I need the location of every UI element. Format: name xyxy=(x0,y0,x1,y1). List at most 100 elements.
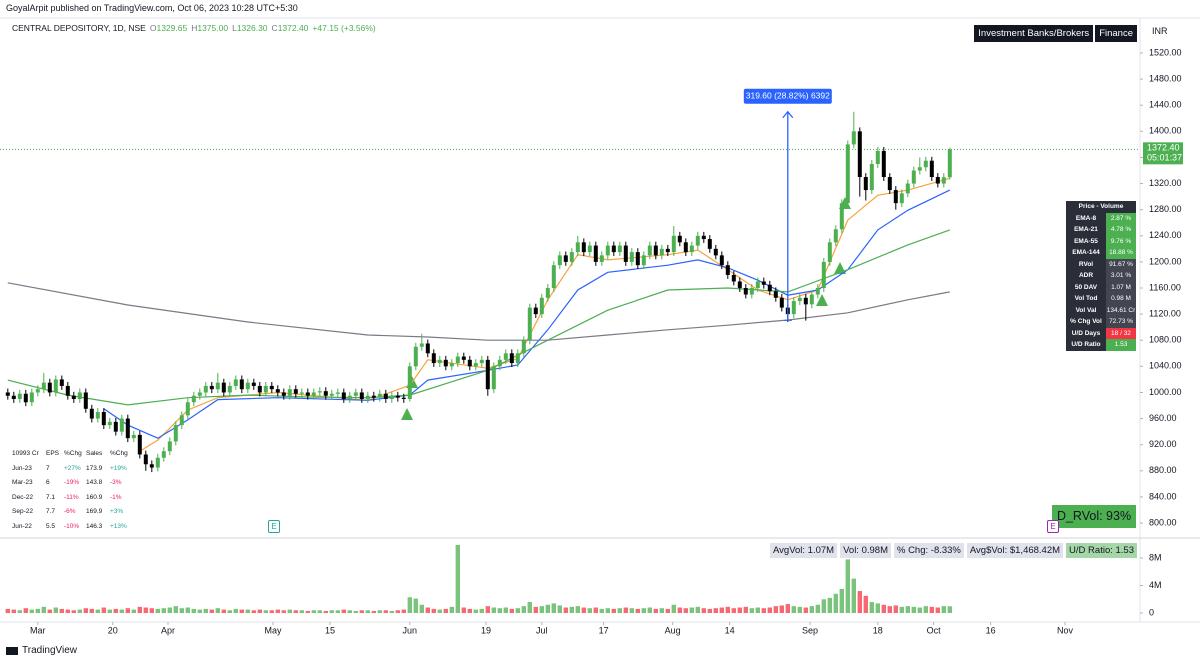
x-tick-label: 19 xyxy=(481,625,491,635)
volume-bar xyxy=(407,597,412,614)
x-tick-label: Mar xyxy=(30,625,46,635)
y-tick-label: 1040.00 xyxy=(1149,361,1182,371)
earnings-marker[interactable]: E xyxy=(268,520,280,533)
ohlc-key: L xyxy=(232,23,237,33)
volume-bar xyxy=(275,609,280,614)
earnings-marker[interactable]: E xyxy=(1047,520,1059,533)
volume-bar xyxy=(815,604,820,614)
volume-bar xyxy=(707,608,712,614)
volume-bar xyxy=(521,606,526,614)
volume-bar xyxy=(569,606,574,614)
candle-body xyxy=(239,379,244,390)
volume-bar xyxy=(131,609,136,614)
candle-body xyxy=(533,307,538,315)
volume-bar xyxy=(299,610,304,614)
candle-body xyxy=(275,389,280,393)
indicator-value: 134.61 Cr xyxy=(1106,304,1136,316)
candle-body xyxy=(251,382,256,386)
candle-body xyxy=(509,353,514,364)
volume-bar xyxy=(83,608,88,614)
candle-body xyxy=(287,389,292,396)
indicator-value: 18 / 32 xyxy=(1106,327,1136,339)
fundamentals-cell: -1% xyxy=(110,493,122,501)
fundamentals-row: Mar-23 6 -19% 143.8 -3% xyxy=(12,476,132,491)
volume-bar xyxy=(11,609,16,614)
volume-bar xyxy=(419,604,424,614)
candle-body xyxy=(593,245,598,262)
candle-body xyxy=(797,297,802,302)
volume-bar xyxy=(797,606,802,614)
volume-bar xyxy=(449,606,454,614)
candle-body xyxy=(245,382,250,390)
fundamentals-cell: 7 xyxy=(46,464,50,472)
y-tick-label: 1120.00 xyxy=(1149,308,1181,318)
candle-body xyxy=(779,297,784,308)
volume-bar xyxy=(149,608,154,614)
volume-bar xyxy=(665,608,670,614)
fundamentals-cell: 146.3 xyxy=(86,522,103,530)
volume-bar xyxy=(641,608,646,614)
candle-body xyxy=(395,395,400,398)
volume-bar xyxy=(461,607,466,614)
candle-body xyxy=(77,392,82,399)
volume-bar xyxy=(443,608,448,614)
y-tick-label: 1400.00 xyxy=(1149,126,1182,136)
candle-body xyxy=(929,160,934,178)
candle-body xyxy=(461,356,466,360)
volume-stat: % Chg: -8.33% xyxy=(893,543,964,558)
candle-body xyxy=(641,255,646,266)
volume-bar xyxy=(785,604,790,614)
volume-bar xyxy=(59,608,64,614)
fundamentals-cell: Mar-23 xyxy=(12,479,33,486)
volume-bar xyxy=(215,608,220,614)
volume-bar xyxy=(251,610,256,614)
fundamentals-row: Jun-23 7 +27% 173.9 +19% xyxy=(12,462,132,477)
last-price-tag xyxy=(1143,142,1183,165)
fundamentals-cell: Jun-22 xyxy=(12,522,32,530)
candle-body xyxy=(59,379,64,386)
indicator-row: Vol Tod 0.98 M xyxy=(1066,293,1136,305)
candle-body xyxy=(887,177,892,191)
measure-box xyxy=(743,88,832,104)
fundamentals-cell: 173.9 xyxy=(86,464,103,472)
candle-body xyxy=(311,392,316,396)
x-tick-label: 17 xyxy=(599,625,609,635)
candle-body xyxy=(137,434,142,455)
volume-bar xyxy=(857,591,862,614)
volume-bar xyxy=(287,609,292,614)
candle-body xyxy=(167,441,172,452)
candle-body xyxy=(293,389,298,394)
candle-body xyxy=(803,297,808,305)
volume-bar xyxy=(659,608,664,614)
badges: Investment Banks/Brokers Finance xyxy=(974,25,1137,42)
candle-body xyxy=(557,255,562,266)
candle-body xyxy=(899,193,904,204)
volume-bar xyxy=(875,603,880,614)
volume-bar xyxy=(911,606,916,614)
fundamentals-cell: 169.9 xyxy=(86,508,103,515)
candle-body xyxy=(71,395,76,399)
indicator-row: EMA-144 18.88 % xyxy=(1066,247,1136,259)
indicator-row: % Chg Vol 72.73 % xyxy=(1066,316,1136,328)
x-tick-label: 20 xyxy=(108,625,118,635)
candle-body xyxy=(731,274,736,282)
y-tick-label: 1280.00 xyxy=(1149,204,1182,214)
indicator-value: 9.76 % xyxy=(1106,235,1136,247)
ema-line xyxy=(7,282,950,341)
fundamentals-cell: 160.9 xyxy=(86,493,103,501)
ohlc-key: H xyxy=(191,23,198,33)
y-tick-label: 960.00 xyxy=(1149,413,1177,423)
volume-bar xyxy=(701,608,706,614)
candle-body xyxy=(539,297,544,315)
volume-bar xyxy=(113,608,118,614)
volume-stat: Avg$Vol: $1,468.42M xyxy=(966,543,1064,558)
fundamentals-cell: Dec-22 xyxy=(12,493,33,501)
volume-bar xyxy=(917,607,922,614)
candle-body xyxy=(869,163,874,191)
candle-body xyxy=(269,385,274,390)
fundamentals-cell: 6 xyxy=(46,479,50,486)
fundamentals-cell: 143.8 xyxy=(86,479,103,486)
volume-bar xyxy=(557,605,562,614)
candle-body xyxy=(389,395,394,399)
fundamentals-cell: 7.1 xyxy=(46,493,56,501)
